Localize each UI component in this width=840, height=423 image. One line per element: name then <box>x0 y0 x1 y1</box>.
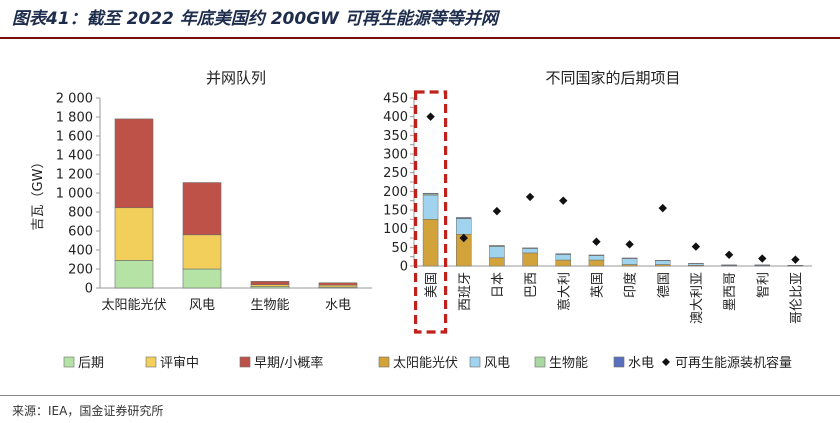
right-y-tick-label: 50 <box>391 241 408 256</box>
right-bar-segment <box>555 254 571 261</box>
left-y-tick-label: 1 800 <box>56 111 93 126</box>
right-capacity-marker <box>658 203 667 213</box>
right-legend-marker <box>662 358 670 366</box>
left-x-tick-label: 太阳能光伏 <box>101 298 166 313</box>
right-x-tick-label: 美国 <box>425 272 440 298</box>
right-bar-segment <box>422 219 439 267</box>
right-bar-segment <box>489 257 505 267</box>
left-bar-segment <box>114 118 154 209</box>
left-y-axis-label: 吉瓦（GW） <box>31 156 46 231</box>
left-y-tick-label: 1 000 <box>56 187 93 202</box>
left-legend-swatch <box>63 356 75 368</box>
left-legend-swatch <box>239 356 251 368</box>
right-capacity-marker <box>459 233 468 243</box>
right-y-tick-label: 300 <box>383 148 408 163</box>
right-legend-label: 太阳能光伏 <box>393 356 458 371</box>
right-bar-segment <box>588 259 605 267</box>
right-y-tick-label: 400 <box>383 110 408 125</box>
right-bar-segment <box>522 252 538 267</box>
left-legend-label: 后期 <box>78 356 104 371</box>
right-x-tick-label: 澳大利亚 <box>689 272 705 324</box>
left-y-tick-label: 0 <box>85 282 93 297</box>
left-legend-swatch <box>145 356 157 368</box>
title-rule <box>0 37 840 39</box>
right-y-tick-label: 150 <box>383 204 408 219</box>
right-legend-label: 可再生能源装机容量 <box>675 355 792 371</box>
highlight-box <box>413 90 448 334</box>
source-note: 来源：IEA，国金证券研究所 <box>12 404 164 418</box>
left-bar-segment <box>182 182 222 236</box>
right-x-tick-label: 巴西 <box>524 272 539 298</box>
right-bar-segment <box>555 259 571 267</box>
right-legend-swatch <box>534 356 546 368</box>
figure-title: 图表41：截至 2022 年底美国约 200GW 可再生能源等等并网 <box>12 9 498 29</box>
right-bar-segment <box>522 248 538 254</box>
right-bar-segment <box>422 192 439 195</box>
source-rule <box>0 395 840 396</box>
right-capacity-marker <box>592 237 601 246</box>
right-y-tick-label: 250 <box>383 166 408 181</box>
right-x-tick-label: 墨西哥 <box>723 272 738 311</box>
left-bar-segment <box>250 281 290 285</box>
right-legend-label: 生物能 <box>549 356 588 371</box>
left-bar-segment <box>182 268 222 289</box>
right-legend-label: 水电 <box>628 356 654 371</box>
right-y-tick-label: 200 <box>383 185 408 200</box>
right-bar-segment <box>422 194 439 220</box>
right-capacity-marker <box>724 250 734 259</box>
right-capacity-marker <box>625 240 634 249</box>
right-capacity-marker <box>426 112 435 121</box>
right-legend-swatch <box>613 356 625 368</box>
left-y-tick-label: 1 200 <box>56 168 93 183</box>
left-y-tick-label: 1 600 <box>56 130 93 145</box>
right-x-tick-label: 意大利 <box>556 272 572 311</box>
right-capacity-marker <box>758 254 767 263</box>
left-legend-label: 早期/小概率 <box>254 355 323 371</box>
right-x-tick-label: 哥伦比亚 <box>789 272 804 324</box>
right-capacity-marker <box>791 255 800 264</box>
right-bar-segment <box>655 260 671 265</box>
right-x-tick-label: 印度 <box>623 272 639 298</box>
right-x-tick-label: 德国 <box>657 272 672 298</box>
left-y-tick-label: 800 <box>68 206 93 221</box>
right-legend-label: 风电 <box>484 356 510 371</box>
right-bar-segment <box>456 218 472 235</box>
right-bar-segment <box>588 255 605 261</box>
left-y-tick-label: 1 400 <box>56 149 93 164</box>
left-x-tick-label: 生物能 <box>250 298 289 313</box>
right-y-tick-label: 350 <box>383 129 408 144</box>
left-x-tick-label: 风电 <box>189 298 215 313</box>
left-y-tick-label: 200 <box>68 263 93 278</box>
left-y-tick-label: 2 000 <box>56 92 93 107</box>
left-x-tick-label: 水电 <box>325 298 351 313</box>
right-x-tick-label: 西班牙 <box>458 272 473 311</box>
right-bar-segment <box>489 246 505 259</box>
right-bar-segment <box>456 217 472 219</box>
right-capacity-marker <box>525 192 535 202</box>
right-y-tick-label: 100 <box>383 222 408 237</box>
right-x-tick-label: 英国 <box>590 272 605 298</box>
right-bar-segment <box>621 258 638 265</box>
right-legend-swatch <box>378 356 390 368</box>
right-legend-swatch <box>469 356 481 368</box>
left-legend-label: 评审中 <box>160 356 199 371</box>
right-chart-title: 不同国家的后期项目 <box>545 69 680 87</box>
right-capacity-marker <box>492 206 502 216</box>
left-y-tick-label: 400 <box>68 244 93 259</box>
right-y-tick-label: 450 <box>383 92 408 107</box>
left-bar-segment <box>114 260 154 289</box>
right-y-tick-label: 0 <box>400 260 408 275</box>
left-bar-segment <box>318 282 358 286</box>
left-bar-segment <box>182 234 222 270</box>
right-x-tick-label: 智利 <box>756 272 771 298</box>
right-capacity-marker <box>691 242 701 251</box>
left-bar-segment <box>114 207 154 261</box>
left-y-tick-label: 600 <box>68 225 93 240</box>
left-chart-title: 并网队列 <box>206 69 266 87</box>
right-x-tick-label: 日本 <box>491 272 506 298</box>
right-capacity-marker <box>559 196 568 205</box>
